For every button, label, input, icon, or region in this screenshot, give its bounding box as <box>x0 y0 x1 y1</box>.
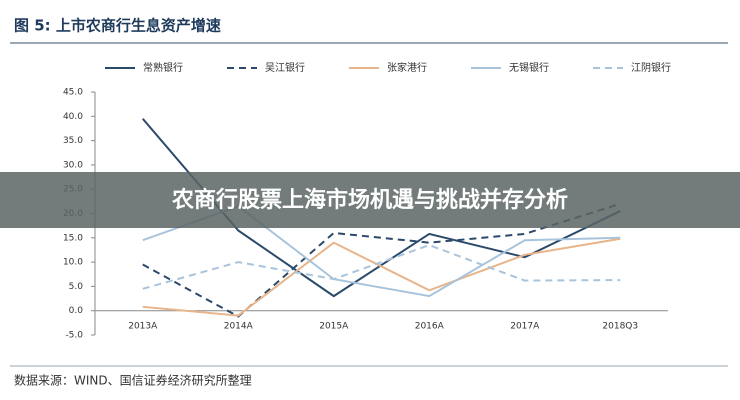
y-tick-label: 0.0 <box>69 306 84 316</box>
chart-title: 图 5: 上市农商行生息资产增速 <box>14 17 221 35</box>
legend-label: 江阴银行 <box>631 61 671 74</box>
legend-label: 常熟银行 <box>143 61 183 74</box>
y-tick-label: 45.0 <box>63 88 83 98</box>
legend-label: 吴江银行 <box>265 61 305 74</box>
series-line <box>142 202 621 318</box>
y-tick-label: 5.0 <box>69 282 84 292</box>
x-tick-label: 2014A <box>224 322 254 332</box>
y-tick-label: 40.0 <box>63 112 83 122</box>
y-tick-label: 10.0 <box>63 258 83 268</box>
y-tick-label: 35.0 <box>63 136 83 146</box>
x-tick-label: 2015A <box>319 322 349 332</box>
banner-band <box>0 172 740 228</box>
x-tick-label: 2018Q3 <box>602 322 638 332</box>
series-line <box>142 244 621 290</box>
series-line <box>142 237 621 317</box>
y-tick-label: -5.0 <box>65 331 83 341</box>
source: 数据来源：WIND、国信证券经济研究所整理 <box>14 373 252 388</box>
x-tick-label: 2016A <box>415 322 445 332</box>
legend-label: 张家港行 <box>387 61 427 74</box>
y-tick-label: 30.0 <box>63 160 83 170</box>
x-tick-label: 2013A <box>128 322 158 332</box>
y-tick-label: 15.0 <box>63 233 83 243</box>
legend-label: 无锡银行 <box>509 61 549 74</box>
x-tick-label: 2017A <box>510 322 540 332</box>
banner-title: 农商行股票上海市场机遇与挑战并存分析 <box>171 187 568 213</box>
